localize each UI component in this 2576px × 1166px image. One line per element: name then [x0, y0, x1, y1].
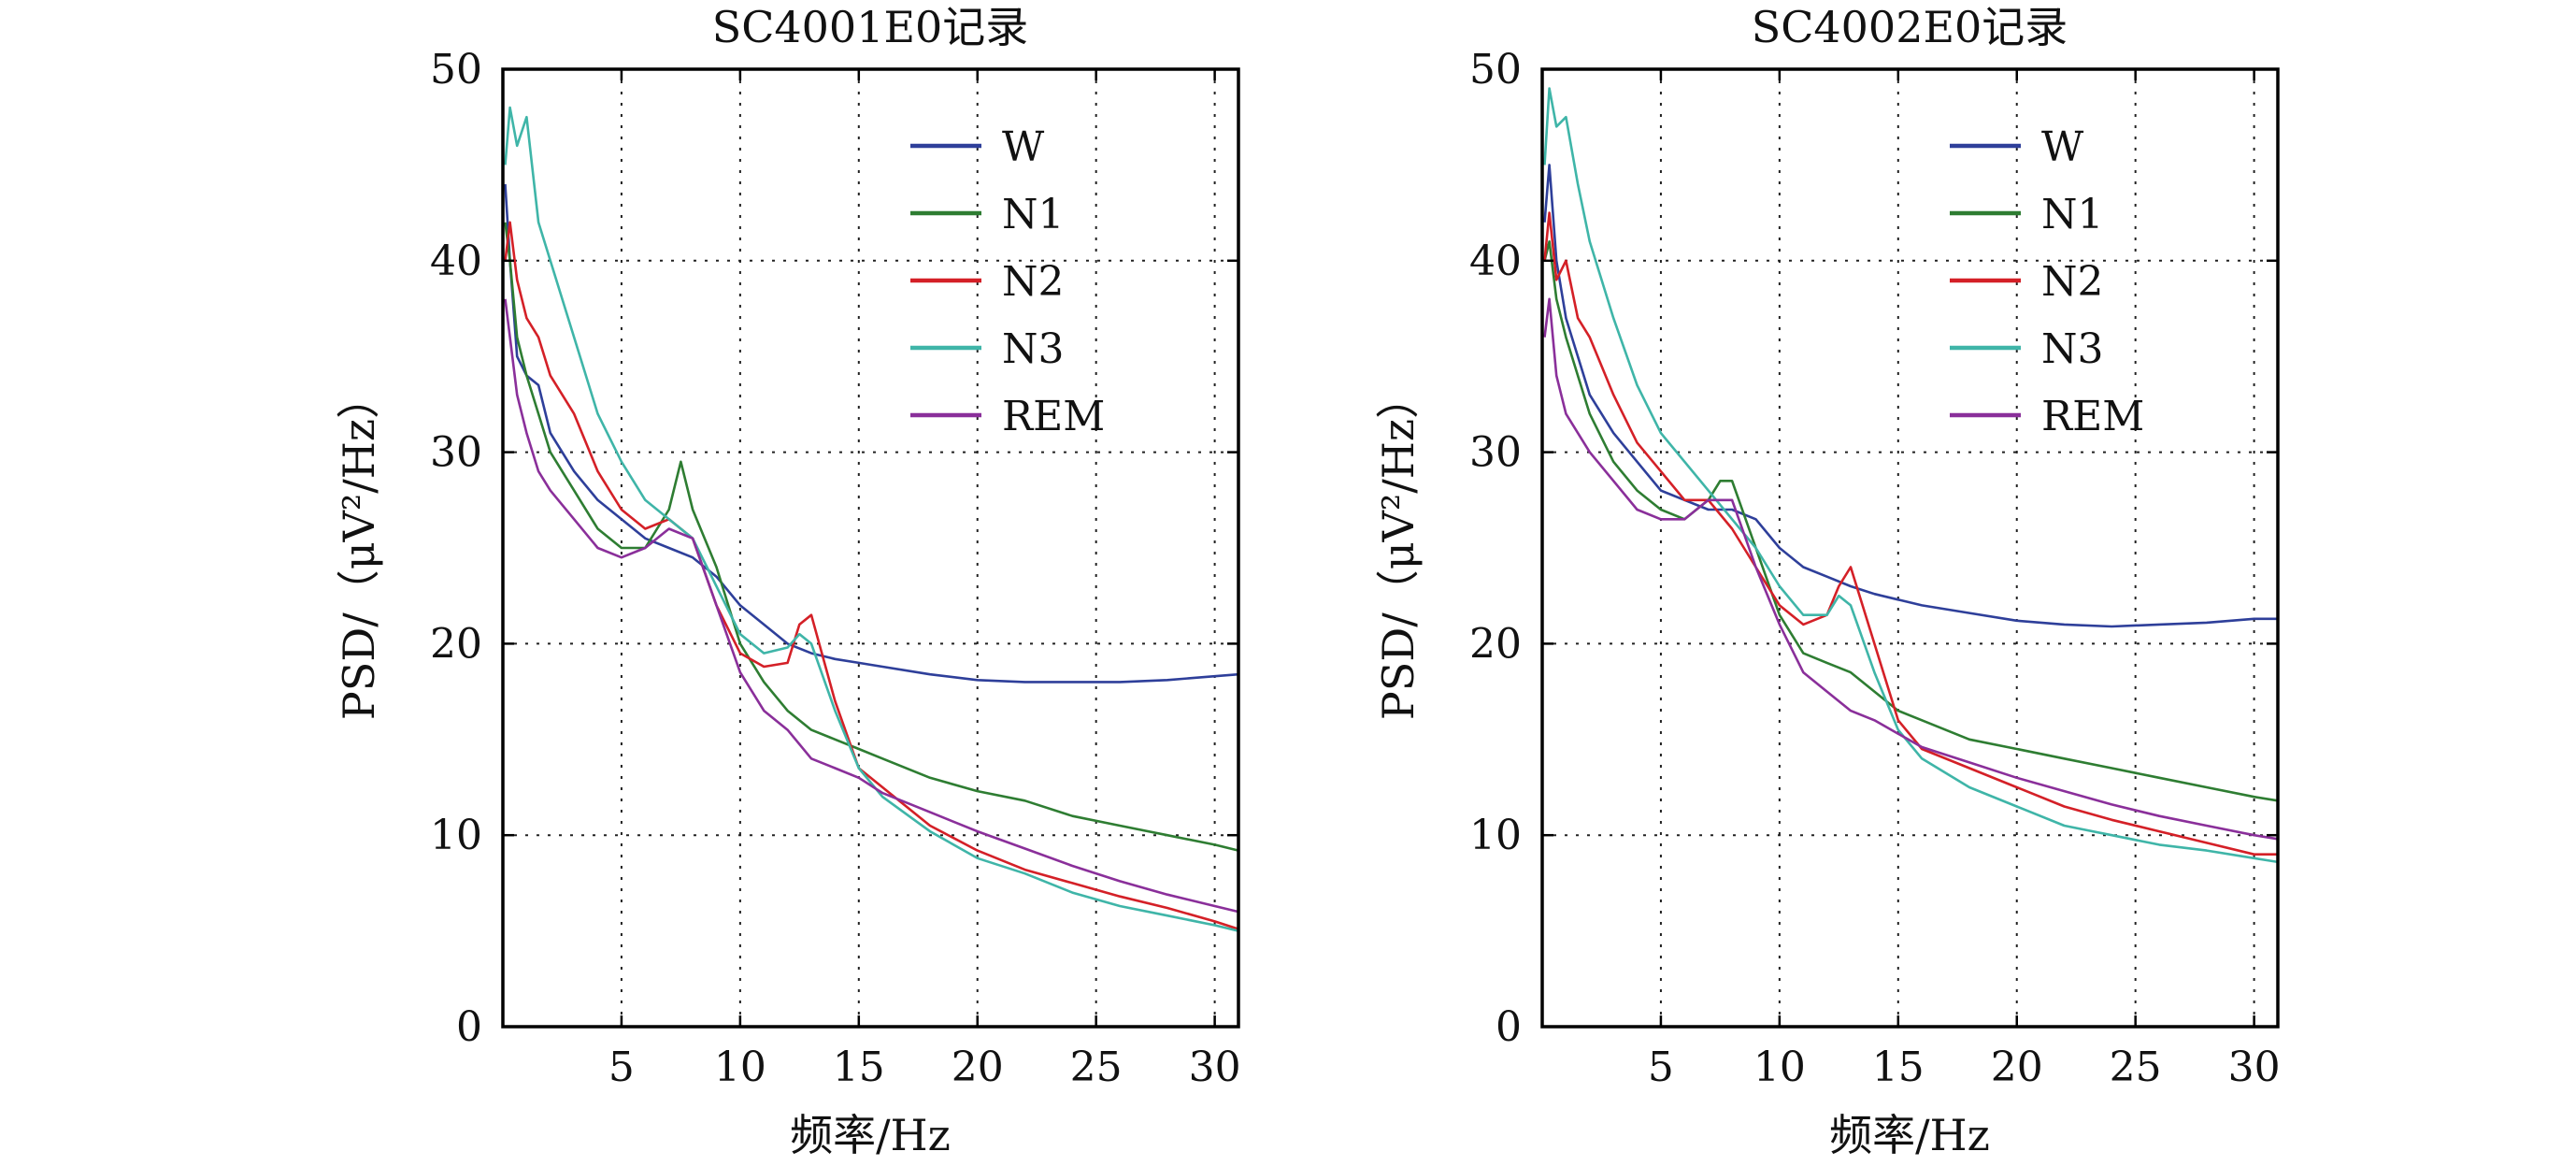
- tick-marks: [1542, 67, 2278, 1029]
- y-tick-label: 40: [1469, 238, 1522, 285]
- y-tick-label: 50: [1469, 46, 1522, 94]
- x-tick-label: 25: [1070, 1044, 1123, 1091]
- x-tick-label: 5: [1648, 1044, 1674, 1091]
- x-axis-label: 频率/Hz: [1829, 1110, 1990, 1160]
- legend-label-rem: REM: [2041, 393, 2144, 440]
- series-lines: [504, 106, 1239, 932]
- series-line-n2: [1543, 211, 2278, 857]
- legend-label-w: W: [1002, 123, 1045, 171]
- series-line-rem: [1543, 297, 2279, 841]
- legend-label-rem: REM: [1002, 393, 1105, 440]
- legend: W N1 N2 N3 REM: [1950, 123, 2144, 440]
- y-axis-label: PSD/（μV²/Hz）: [1373, 376, 1424, 720]
- legend: W N1 N2 N3 REM: [910, 123, 1105, 440]
- x-tick-label: 20: [952, 1044, 1004, 1091]
- y-tick-label: 20: [430, 620, 482, 668]
- x-tick-label: 20: [1991, 1044, 2043, 1091]
- y-tick-label: 30: [430, 429, 482, 477]
- y-tick-label: 10: [1469, 812, 1522, 859]
- plot-frame: [501, 67, 1240, 1029]
- tick-labels: 5 10 15 20 25 30 0 10 20 30 40 50: [1469, 46, 2281, 1091]
- y-tick-label: 0: [456, 1003, 482, 1051]
- y-axis-label: PSD/（μV²/Hz）: [334, 376, 384, 720]
- series-line-n1: [504, 222, 1239, 852]
- x-tick-label: 30: [2228, 1044, 2281, 1091]
- legend-label-n2: N2: [2041, 258, 2104, 306]
- grid-lines: [1542, 69, 2278, 1027]
- grid-lines: [503, 69, 1238, 1027]
- x-tick-label: 10: [714, 1044, 766, 1091]
- x-tick-label: 5: [608, 1044, 635, 1091]
- series-line-n3: [504, 106, 1239, 932]
- x-axis-label: 频率/Hz: [790, 1110, 951, 1160]
- series-line-w: [1543, 164, 2278, 628]
- legend-label-n3: N3: [1002, 325, 1065, 373]
- x-tick-label: 10: [1753, 1044, 1806, 1091]
- series-line-n2: [504, 221, 1239, 930]
- x-tick-label: 30: [1189, 1044, 1241, 1091]
- plot-frame: [1540, 67, 2280, 1029]
- y-tick-label: 40: [430, 238, 482, 285]
- legend-label-n2: N2: [1002, 258, 1065, 306]
- y-tick-label: 0: [1496, 1003, 1522, 1051]
- y-tick-label: 20: [1469, 620, 1522, 668]
- y-tick-label: 30: [1469, 429, 1522, 477]
- series-lines: [1543, 87, 2279, 864]
- legend-label-n1: N1: [2041, 191, 2104, 238]
- series-line-w: [504, 183, 1239, 684]
- x-tick-label: 15: [1872, 1044, 1925, 1091]
- x-tick-label: 25: [2110, 1044, 2162, 1091]
- tick-marks: [503, 67, 1238, 1029]
- legend-label-n1: N1: [1002, 191, 1065, 238]
- chart-title: SC4002E0记录: [1752, 2, 2068, 52]
- legend-label-w: W: [2041, 123, 2084, 171]
- y-tick-label: 50: [430, 46, 482, 94]
- tick-labels: 5 10 15 20 25 30 0 10 20 30 40 50: [430, 46, 1241, 1091]
- legend-label-n3: N3: [2041, 325, 2104, 373]
- series-line-rem: [504, 298, 1239, 914]
- series-line-n3: [1543, 87, 2279, 864]
- y-tick-label: 10: [430, 812, 482, 859]
- x-tick-label: 15: [833, 1044, 885, 1091]
- series-line-n1: [1543, 239, 2279, 802]
- chart-title: SC4001E0记录: [712, 2, 1029, 52]
